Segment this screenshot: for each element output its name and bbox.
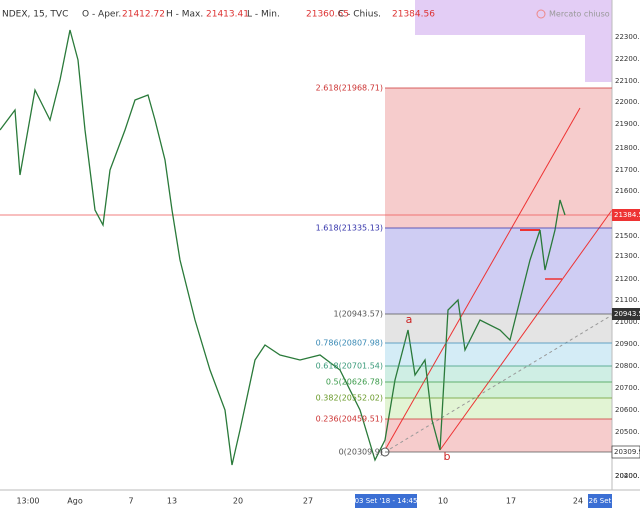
time-label: 13 <box>167 497 177 506</box>
fib-zone <box>385 398 612 419</box>
price-label: 20200.0 <box>615 472 640 480</box>
header-text: O - Aper. <box>82 10 121 20</box>
price-label: 21000.0 <box>615 318 640 326</box>
price-label: 20600.0 <box>615 406 640 414</box>
price-label: 21200.0 <box>615 275 640 283</box>
time-label: 24 <box>573 497 583 506</box>
fib-label: 1(20943.57) <box>333 310 383 319</box>
price-badge-text: 20309.9 <box>614 448 640 456</box>
channel-line <box>439 209 613 451</box>
time-label: 27 <box>303 497 313 506</box>
purple-zone <box>585 0 612 82</box>
time-label: 17 <box>506 497 516 506</box>
fib-zones <box>385 88 612 452</box>
time-badge <box>588 494 612 508</box>
channel-line <box>384 107 581 451</box>
fib-label: 0.5(20626.78) <box>326 378 383 387</box>
price-label: 20900.0 <box>615 340 640 348</box>
price-label: 20500.0 <box>615 428 640 436</box>
fib-label: 2.618(21968.71) <box>316 84 383 93</box>
price-label: 21500.0 <box>615 232 640 240</box>
price-label: 22100.0 <box>615 77 640 85</box>
time-label: 10 <box>438 497 448 506</box>
fib-label: 0.236(20459.51) <box>316 415 383 424</box>
price-label: 21900.0 <box>615 120 640 128</box>
price-badge <box>612 209 640 221</box>
fib-zone <box>385 88 612 228</box>
time-label: 20 <box>233 497 243 506</box>
trend-line <box>384 314 613 453</box>
fib-zone <box>385 382 612 398</box>
time-badge-text: 26 Set <box>589 497 612 505</box>
price-path <box>0 29 566 466</box>
status-text: Mercato chiuso <box>549 10 610 19</box>
time-label: 13:00 <box>16 497 39 506</box>
price-badge <box>612 308 640 320</box>
fib-label: 0.618(20701.54) <box>316 362 383 371</box>
price-label: 20700.0 <box>615 384 640 392</box>
fib-label: 0(20309.9) <box>339 448 383 457</box>
price-label: 21300.0 <box>615 252 640 260</box>
wave-label: b <box>444 450 451 463</box>
time-label: Ago <box>67 497 83 506</box>
fib-zone <box>385 314 612 343</box>
header-text: L - Min. <box>247 10 280 20</box>
fib-zone <box>385 343 612 366</box>
fib-zone <box>385 366 612 382</box>
wave-label: a <box>406 313 413 326</box>
price-badge-text: 21384.5 <box>614 211 640 219</box>
status-icon <box>536 9 546 19</box>
price-label: 21600.0 <box>615 187 640 195</box>
header-text: H - Max. <box>166 10 203 20</box>
fib-zone <box>385 419 612 452</box>
price-axis <box>612 0 640 490</box>
time-badge-text: 03 Set '18 - 14:45 <box>355 497 418 505</box>
header-text: 21412.72 <box>122 10 165 20</box>
price-label: 22000.0 <box>615 98 640 106</box>
header-text: 21360.65 <box>306 10 349 20</box>
time-badge <box>355 494 417 508</box>
fib-zone <box>385 228 612 314</box>
purple-zone <box>415 0 612 35</box>
price-label: 21700.0 <box>615 166 640 174</box>
fib-label: 0.382(20552.02) <box>316 394 383 403</box>
header-text: NDEX, 15, TVC <box>2 10 68 20</box>
price-label: 21800.0 <box>615 144 640 152</box>
price-label: 21100.0 <box>615 296 640 304</box>
price-label: 22300.0 <box>615 33 640 41</box>
fib-label: 1.618(21335.13) <box>316 224 383 233</box>
price-label: 22200.0 <box>615 55 640 63</box>
fib-label: 0.786(20807.98) <box>316 339 383 348</box>
price-label: 20800.0 <box>615 362 640 370</box>
price-label: 20400.0 <box>615 472 640 480</box>
time-label: 7 <box>128 497 133 506</box>
header-text: 21384.56 <box>392 10 435 20</box>
header-text: C - Chius. <box>338 10 381 20</box>
header-text: 21413.41 <box>206 10 249 20</box>
price-badge-text: 20943.5 <box>614 310 640 318</box>
